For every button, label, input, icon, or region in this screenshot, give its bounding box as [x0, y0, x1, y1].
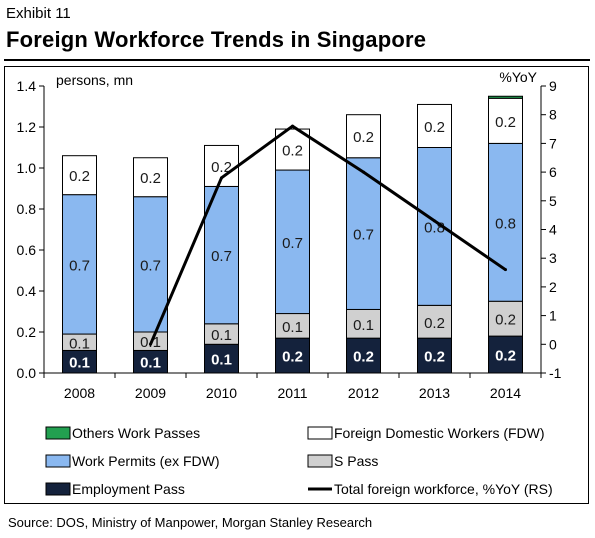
bar-segment — [346, 337, 381, 374]
legend-swatch — [307, 426, 333, 440]
x-axis-tick-label: 2012 — [348, 385, 379, 401]
legend-entry-label: Foreign Domestic Workers (FDW) — [334, 425, 545, 441]
legend-swatch — [307, 454, 333, 468]
bar-segment — [488, 142, 523, 302]
source-note: Source: DOS, Ministry of Manpower, Morga… — [8, 515, 373, 530]
bar-data-label: 0.1 — [140, 355, 161, 372]
bar-data-label: 0.2 — [495, 114, 516, 131]
bar-data-label: 0.1 — [211, 352, 232, 369]
right-axis-tick-label: -1 — [549, 365, 562, 381]
left-axis-tick-label: 0.2 — [17, 324, 37, 340]
right-axis-tick-label: 4 — [549, 222, 557, 238]
bar-data-label: 0.2 — [282, 349, 303, 366]
bar-segment — [62, 194, 97, 335]
bar-data-label: 0.1 — [353, 317, 374, 334]
right-axis-tick-label: 1 — [549, 308, 557, 324]
x-axis-tick-label: 2009 — [135, 385, 166, 401]
bar-segment — [204, 185, 239, 325]
bar-data-label: 0.2 — [69, 168, 90, 185]
line-point — [291, 124, 294, 128]
left-axis-tick-label: 0.6 — [17, 242, 37, 258]
line-point — [362, 170, 365, 174]
legend-entry-label: Total foreign workforce, %YoY (RS) — [334, 481, 553, 497]
line-series-yoy — [149, 124, 507, 345]
left-axis-label: persons, mn — [56, 72, 133, 88]
bar-data-label: 0.7 — [140, 257, 161, 274]
bar-data-label: 0.2 — [424, 119, 445, 136]
legend-swatch — [45, 426, 71, 440]
left-axis-tick-label: 1.2 — [17, 119, 37, 135]
left-axis-tick-label: 0.8 — [17, 201, 37, 217]
bar-segment — [488, 97, 523, 144]
bar-data-label: 0.2 — [424, 315, 445, 332]
bar-segment — [62, 155, 97, 196]
legend-entry-label: Others Work Passes — [72, 425, 200, 441]
bar-segment — [417, 304, 452, 339]
bar-data-label: 0.2 — [211, 159, 232, 176]
bar-data-label: 0.1 — [69, 335, 90, 352]
title-divider — [4, 59, 590, 61]
left-axis-tick-label: 0.4 — [17, 283, 37, 299]
right-axis-tick-label: 5 — [549, 193, 557, 209]
bar-segment — [133, 196, 168, 333]
legend-swatch — [45, 454, 71, 468]
right-axis-tick-label: 9 — [549, 78, 557, 94]
bar-data-label: 0.7 — [69, 257, 90, 274]
right-axis-tick-label: 8 — [549, 107, 557, 123]
bar-data-label: 0.1 — [211, 327, 232, 344]
x-axis-tick-label: 2008 — [64, 385, 95, 401]
x-axis-tick-label: 2011 — [277, 385, 307, 401]
left-axis-tick-label: 0.0 — [17, 365, 37, 381]
bar-data-label: 0.1 — [282, 319, 303, 336]
x-axis-tick-label: 2014 — [490, 385, 521, 401]
left-axis-tick-label: 1.4 — [17, 78, 37, 94]
line-point — [433, 219, 436, 223]
bar-data-label: 0.2 — [140, 170, 161, 187]
right-axis-tick-label: 6 — [549, 164, 557, 180]
left-axis-tick-label: 1.0 — [17, 160, 37, 176]
bar-data-label: 0.2 — [495, 312, 516, 329]
bar-data-label: 0.7 — [353, 227, 374, 244]
chart-title: Foreign Workforce Trends in Singapore — [6, 27, 427, 52]
bar-data-label: 0.7 — [211, 248, 232, 265]
bar-data-label: 0.2 — [353, 349, 374, 366]
bar-segment — [133, 157, 168, 198]
legend-entry-label: Work Permits (ex FDW) — [72, 453, 220, 469]
bar-data-label: 0.8 — [495, 215, 516, 232]
bar-data-label: 0.2 — [495, 348, 516, 365]
bar-segment — [488, 300, 523, 337]
bar-segment — [488, 95, 523, 99]
right-axis-tick-label: 3 — [549, 250, 557, 266]
right-axis-tick-label: 0 — [549, 336, 557, 352]
right-axis-label: %YoY — [499, 69, 537, 85]
exhibit-number: Exhibit 11 — [6, 5, 71, 22]
bar-data-label: 0.7 — [282, 235, 303, 252]
legend-swatch — [45, 482, 71, 496]
right-axis-tick-label: 2 — [549, 279, 557, 295]
line-point — [504, 268, 507, 272]
x-axis-tick-label: 2013 — [419, 385, 450, 401]
line-point — [220, 176, 223, 180]
bar-data-label: 0.2 — [353, 129, 374, 146]
legend-entry-label: S Pass — [334, 453, 378, 469]
bar-segment — [346, 308, 381, 339]
bar-data-label: 0.2 — [282, 143, 303, 160]
line-point — [149, 342, 152, 346]
bar-segment — [417, 103, 452, 148]
right-axis-tick-label: 7 — [549, 135, 557, 151]
bar-segment — [417, 147, 452, 306]
chart-frame — [4, 66, 589, 504]
legend-entry-label: Employment Pass — [72, 481, 185, 497]
bar-segment — [346, 114, 381, 159]
bar-segment — [275, 169, 310, 315]
bar-data-label: 0.2 — [424, 349, 445, 366]
bar-segment — [275, 313, 310, 339]
bar-segment — [346, 157, 381, 310]
bar-data-label: 0.1 — [69, 355, 90, 372]
x-axis-tick-label: 2010 — [206, 385, 237, 401]
